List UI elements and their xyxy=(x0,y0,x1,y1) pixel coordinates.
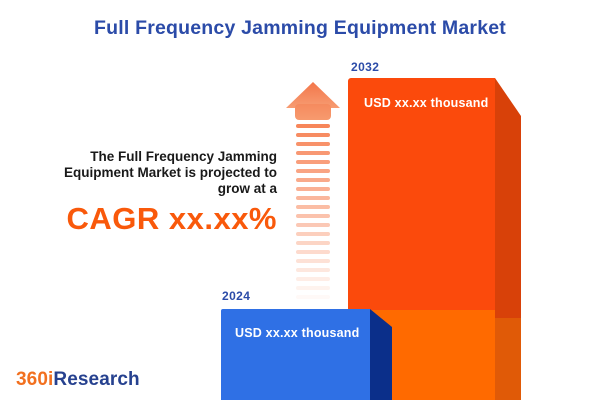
growth-arrow-stripes xyxy=(296,124,330,304)
intro-line-3: grow at a xyxy=(217,181,277,196)
intro-line-1: The Full Frequency Jamming xyxy=(90,149,277,164)
bar-label-2032: 2032 xyxy=(351,60,380,74)
bar-2024-side-face xyxy=(370,309,392,400)
logo-research: Research xyxy=(53,369,140,390)
arrow-neck xyxy=(295,104,331,120)
cagr-text: CAGR xx.xx% xyxy=(66,201,277,236)
brand-logo: 360iResearch xyxy=(16,369,140,391)
bar-value-2024: USD xx.xx thousand xyxy=(235,326,360,340)
bar-label-2024: 2024 xyxy=(222,289,251,303)
intro-text: The Full Frequency Jamming Equipment Mar… xyxy=(37,149,277,197)
bar-2032-side-face xyxy=(495,78,521,400)
page-title: Full Frequency Jamming Equipment Market xyxy=(94,17,506,39)
logo-360i: 360i xyxy=(16,369,54,390)
intro-line-2: Equipment Market is projected to xyxy=(63,165,277,180)
bar-value-2032: USD xx.xx thousand xyxy=(364,96,489,110)
bar-2024-front-face xyxy=(221,309,370,400)
